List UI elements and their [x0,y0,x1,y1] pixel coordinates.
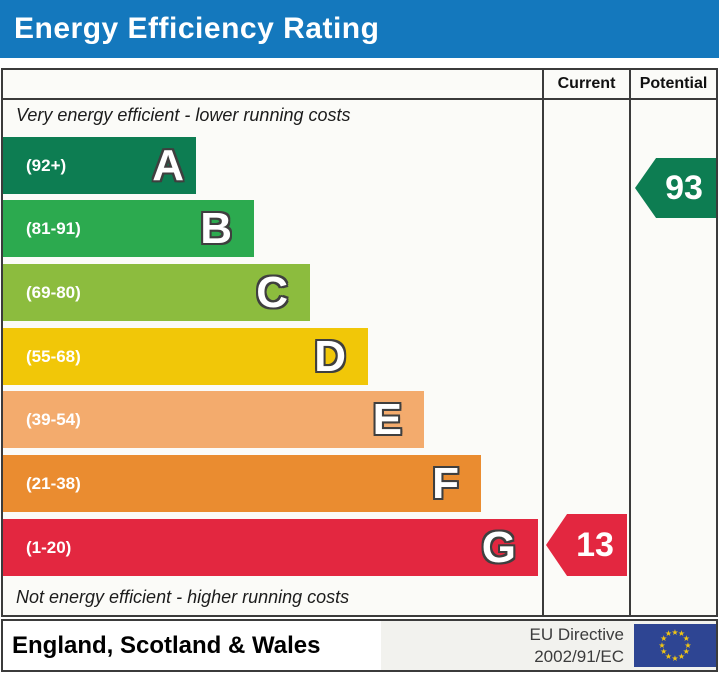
band-e-letter: E [372,395,402,444]
band-f: (21-38) F [3,455,481,512]
caption-top: Very energy efficient - lower running co… [16,105,351,125]
header-spacer [3,70,542,98]
band-g-range: (1-20) [26,537,72,557]
footer: England, Scotland & Wales EU Directive 2… [1,619,718,672]
potential-column-header: Potential [629,70,716,98]
current-rating-value: 13 [576,525,614,564]
band-c-letter: C [256,268,288,317]
eu-directive-text: EU Directive 2002/91/EC [530,624,624,667]
eu-flag-star [665,630,672,638]
footer-directive-section: EU Directive 2002/91/EC [381,621,716,670]
table-header-row: Current Potential [3,70,716,100]
rating-bands-column: Very energy efficient - lower running co… [3,100,542,615]
band-g-letter: G [481,523,516,572]
band-b-letter: B [200,204,232,253]
band-b: (81-91) B [3,200,254,257]
band-a-letter: A [152,141,184,190]
band-b-range: (81-91) [26,218,81,238]
band-f-letter: F [432,459,459,508]
potential-rating-value: 93 [665,168,703,207]
band-g: (1-20) G [3,519,538,576]
band-d-range: (55-68) [26,346,81,366]
eu-flag-star [678,653,685,661]
band-f-range: (21-38) [26,473,81,493]
eu-directive-line1: EU Directive [529,625,624,645]
title-bar: Energy Efficiency Rating [0,0,719,58]
band-c-range: (69-80) [26,282,81,302]
title-gap [0,58,719,68]
band-d-letter: D [314,332,346,381]
energy-rating-table: Current Potential Very energy efficient … [1,68,718,617]
eu-flag-star [671,655,678,663]
band-c: (69-80) C [3,264,310,321]
band-d: (55-68) D [3,328,368,385]
band-e: (39-54) E [3,391,424,448]
current-column-header: Current [542,70,629,98]
eu-directive-line2: 2002/91/EC [534,646,624,666]
eu-flag-icon [634,624,716,667]
caption-bottom: Not energy efficient - higher running co… [16,587,350,607]
table-body-row: Very energy efficient - lower running co… [3,100,716,615]
potential-rating-arrow: 93 [635,158,716,218]
band-e-range: (39-54) [26,409,81,429]
page-title: Energy Efficiency Rating [14,12,380,45]
potential-column: 93 [629,100,716,615]
band-a-range: (92+) [26,155,67,175]
current-rating-arrow: 13 [546,514,627,576]
band-a: (92+) A [3,137,196,194]
current-column: 13 [542,100,629,615]
footer-region-section: England, Scotland & Wales [3,621,381,670]
region-label: England, Scotland & Wales [12,631,321,659]
